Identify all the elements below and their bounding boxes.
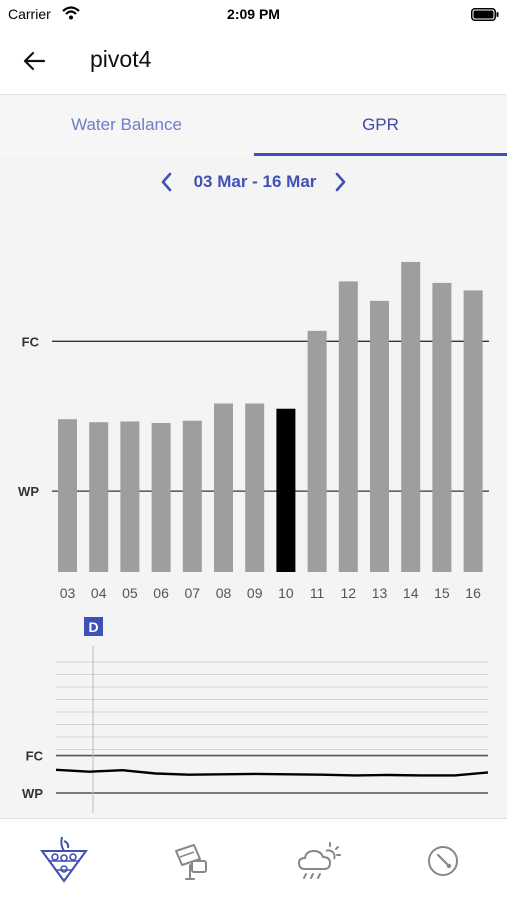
page-title: pivot4 bbox=[90, 46, 152, 72]
status-time: 2:09 PM bbox=[227, 6, 280, 22]
x-tick-label-12: 12 bbox=[341, 585, 357, 601]
series-line bbox=[55, 768, 489, 777]
bar-chart-svg: FC WP 03 04 05 06 07 08 09 10 11 12 13 14 15 16 bbox=[18, 261, 489, 601]
reference-label-wp: WP bbox=[22, 786, 43, 801]
reference-label-fc: FC bbox=[22, 334, 40, 349]
date-range-label: 03 Mar - 16 Mar bbox=[193, 172, 317, 191]
gpr-line-chart: FC WP D bbox=[0, 612, 507, 817]
bar-12 bbox=[338, 281, 358, 572]
next-period-button[interactable] bbox=[330, 168, 350, 196]
nav-irrigation-device[interactable] bbox=[164, 833, 220, 889]
x-tick-label-04: 04 bbox=[91, 585, 107, 601]
x-tick-label-15: 15 bbox=[434, 585, 450, 601]
bar-07 bbox=[182, 420, 202, 572]
bar-10 bbox=[276, 408, 296, 572]
gpr-bar-chart: FC WP 03 04 05 06 07 08 09 10 11 12 13 14 15 16 bbox=[0, 200, 507, 610]
bar-08 bbox=[214, 403, 233, 572]
x-tick-label-08: 08 bbox=[216, 585, 232, 601]
bar-14 bbox=[401, 261, 421, 572]
x-tick-label-16: 16 bbox=[465, 585, 481, 601]
nav-weather[interactable] bbox=[290, 833, 346, 889]
previous-period-button[interactable] bbox=[157, 168, 177, 196]
x-tick-label-05: 05 bbox=[122, 585, 138, 601]
bar-09 bbox=[245, 403, 265, 572]
date-navigator: 03 Mar - 16 Mar bbox=[0, 168, 507, 196]
bar-11 bbox=[307, 330, 327, 572]
bar-03 bbox=[58, 419, 77, 572]
x-tick-label-06: 06 bbox=[153, 585, 169, 601]
x-tick-label-14: 14 bbox=[403, 585, 419, 601]
x-tick-label-09: 09 bbox=[247, 585, 263, 601]
reference-label-wp: WP bbox=[18, 484, 39, 499]
bar-13 bbox=[370, 300, 389, 572]
tab-gpr[interactable]: GPR bbox=[362, 115, 399, 134]
bottom-navigation bbox=[0, 818, 507, 901]
battery-icon bbox=[471, 8, 499, 21]
bar-16 bbox=[463, 290, 483, 572]
day-marker-badge bbox=[84, 617, 103, 636]
carrier-label: Carrier bbox=[8, 6, 51, 22]
tab-indicator bbox=[254, 153, 507, 156]
status-bar: Carrier 2:09 PM bbox=[0, 0, 507, 28]
tab-water-balance[interactable]: Water Balance bbox=[71, 115, 182, 134]
bar-04 bbox=[89, 422, 109, 572]
pivot-circle-icon bbox=[428, 846, 458, 876]
weather-cloud-sun-icon bbox=[297, 842, 341, 879]
wifi-icon bbox=[62, 6, 80, 20]
arrow-left-icon bbox=[23, 51, 46, 71]
bar-05 bbox=[120, 421, 140, 572]
nav-pivot[interactable] bbox=[416, 833, 472, 889]
chevron-right-icon bbox=[335, 172, 346, 192]
tab-bar: Water Balance GPR bbox=[0, 94, 507, 157]
irrigation-device-icon bbox=[175, 844, 207, 880]
nav-crop-field[interactable] bbox=[36, 833, 92, 889]
x-tick-label-07: 07 bbox=[185, 585, 201, 601]
bar-06 bbox=[151, 422, 171, 572]
line-chart-svg: FC WP D bbox=[22, 617, 489, 813]
day-marker-label: D bbox=[88, 619, 98, 635]
x-tick-label-11: 11 bbox=[310, 585, 325, 601]
x-tick-label-13: 13 bbox=[372, 585, 388, 601]
chevron-left-icon bbox=[161, 172, 172, 192]
app-header: pivot4 bbox=[0, 28, 507, 94]
reference-label-fc: FC bbox=[26, 749, 44, 764]
back-button[interactable] bbox=[18, 44, 52, 78]
x-tick-label-10: 10 bbox=[278, 585, 294, 601]
bar-15 bbox=[432, 282, 452, 572]
crop-field-icon bbox=[40, 836, 88, 883]
x-tick-label-03: 03 bbox=[60, 585, 76, 601]
